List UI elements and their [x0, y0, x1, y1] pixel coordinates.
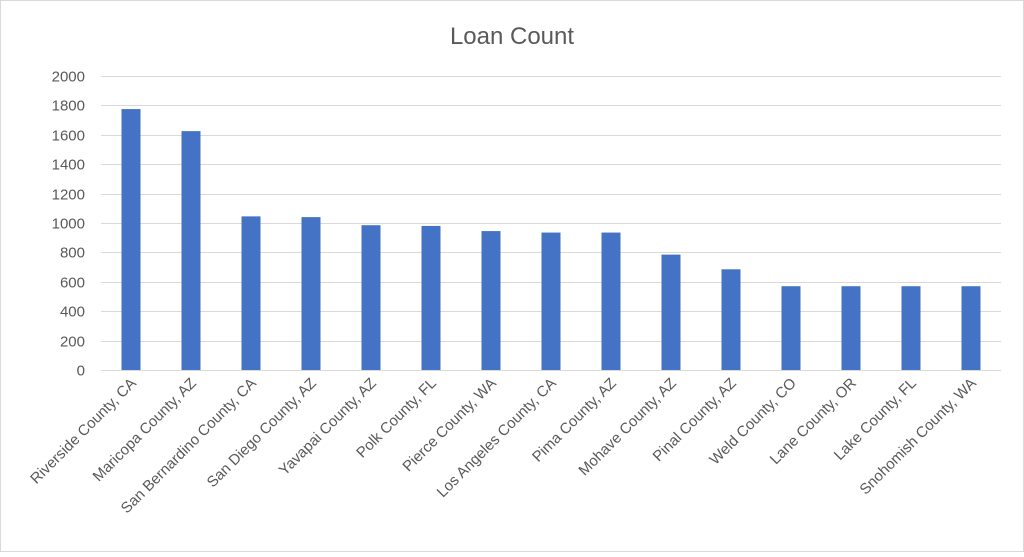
bar [781, 286, 801, 370]
y-tick-label: 600 [60, 275, 85, 292]
y-tick-label: 0 [77, 363, 85, 380]
bar [481, 231, 501, 370]
bar [541, 232, 561, 370]
y-tick-label: 1800 [52, 98, 85, 115]
bar [841, 286, 861, 370]
bar [361, 225, 381, 370]
bar [421, 225, 441, 370]
chart-title: Loan Count [450, 23, 574, 50]
y-tick-label: 1200 [52, 187, 85, 204]
bar [301, 217, 321, 370]
y-tick-label: 1600 [52, 128, 85, 145]
y-tick-label: 200 [60, 334, 85, 351]
bar [601, 232, 621, 370]
bar [901, 286, 921, 370]
y-tick-label: 2000 [52, 69, 85, 86]
y-tick-label: 400 [60, 304, 85, 321]
bar [121, 109, 141, 370]
bars [121, 109, 981, 370]
bar [961, 286, 981, 370]
y-tick-label: 1000 [52, 216, 85, 233]
bar [661, 254, 681, 370]
bar [181, 131, 201, 370]
bar [721, 269, 741, 370]
bar [241, 216, 261, 370]
y-tick-label: 800 [60, 245, 85, 262]
y-axis-tick-labels: 0 200 400 600 800 1000 1200 1400 1600 1800 2000 [52, 69, 85, 380]
y-tick-label: 1400 [52, 157, 85, 174]
